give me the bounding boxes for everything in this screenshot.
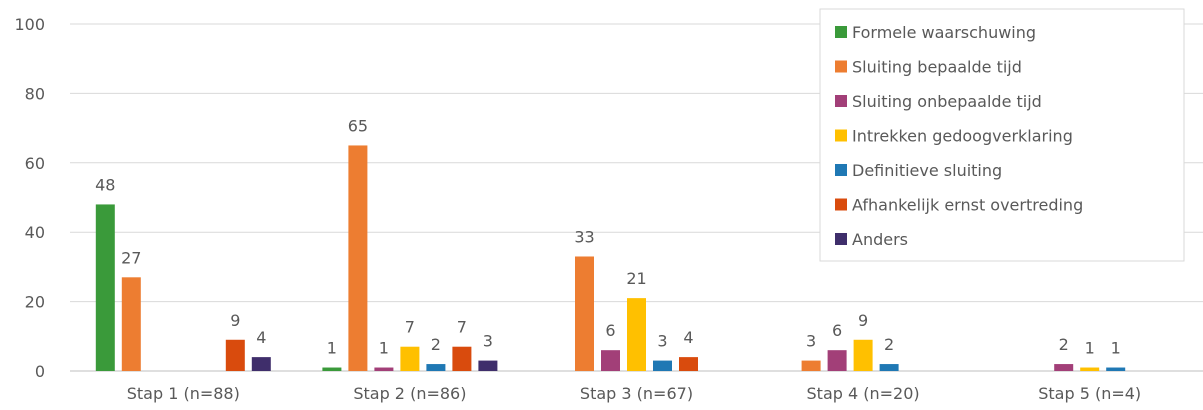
bar [348,145,368,371]
data-label: 6 [605,321,615,340]
bar [801,360,821,371]
data-label: 1 [1111,339,1121,358]
bar [653,360,672,371]
data-label: 3 [657,332,667,351]
data-label: 2 [431,335,441,354]
y-tick-label: 80 [25,84,45,103]
data-label: 7 [457,318,467,337]
legend-label: Anders [852,230,908,249]
legend-swatch [835,129,847,142]
y-axis-ticks: 0 20 40 60 80 100 [14,15,45,381]
legend-label: Formele waarschuwing [852,23,1036,42]
y-tick-label: 100 [14,15,45,34]
data-label: 9 [230,311,240,330]
legend-label: Intrekken gedoogverklaring [852,127,1073,146]
x-tick-label: Stap 5 (n=4) [1038,384,1141,403]
data-label: 3 [483,332,493,351]
data-label: 4 [683,328,693,347]
legend-label: Afhankelijk ernst overtreding [852,196,1083,215]
data-label: 2 [1059,335,1069,354]
y-tick-label: 0 [35,362,45,381]
data-label: 9 [858,311,868,330]
legend-swatch [835,164,847,176]
data-label: 7 [405,318,415,337]
x-tick-label: Stap 4 (n=20) [807,384,920,403]
bar [627,298,646,371]
data-label: 1 [327,339,337,358]
bar [575,256,594,371]
x-tick-label: Stap 2 (n=86) [353,384,466,403]
data-label: 6 [832,321,842,340]
bar [1106,367,1126,371]
bar [879,364,899,371]
bar [374,367,394,371]
y-tick-label: 20 [25,293,45,312]
legend-swatch [835,198,847,211]
y-tick-label: 40 [25,223,45,242]
data-label: 1 [379,339,389,358]
bar [426,364,446,371]
legend-swatch [835,233,847,245]
bar [853,339,873,371]
bar [679,357,698,371]
bar [251,357,271,371]
bar [478,360,498,371]
legend-swatch [835,26,847,38]
bar [400,346,420,371]
bar [827,350,847,371]
x-tick-label: Stap 1 (n=88) [127,384,240,403]
data-label: 3 [806,332,816,351]
bars [95,145,1126,371]
legend-label: Sluiting onbepaalde tijd [852,92,1042,111]
gridlines [70,23,1203,372]
bar [322,367,342,371]
legend-swatch [835,60,847,73]
legend-box [819,8,1185,262]
data-label: 2 [884,335,894,354]
bar [95,204,115,371]
legend: Formele waarschuwing Sluiting bepaalde ti… [819,8,1185,262]
data-label: 33 [574,227,594,246]
bar [601,350,620,371]
data-label: 4 [256,328,266,347]
data-label: 65 [348,116,368,135]
x-axis-ticks: Stap 1 (n=88) Stap 2 (n=86) Stap 3 (n=67) S… [127,384,1141,403]
bar [225,339,245,371]
bar [452,346,472,371]
bar [1054,364,1074,371]
data-label: 1 [1085,339,1095,358]
bar [1080,367,1100,371]
x-tick-label: Stap 3 (n=67) [580,384,693,403]
data-label: 27 [121,248,141,267]
legend-swatch [835,95,847,107]
y-tick-label: 60 [25,154,45,173]
data-label: 48 [95,175,115,194]
data-label: 21 [626,269,646,288]
legend-label: Definitieve sluiting [852,161,1002,180]
bar [121,277,141,371]
legend-label: Sluiting bepaalde tijd [852,58,1022,77]
